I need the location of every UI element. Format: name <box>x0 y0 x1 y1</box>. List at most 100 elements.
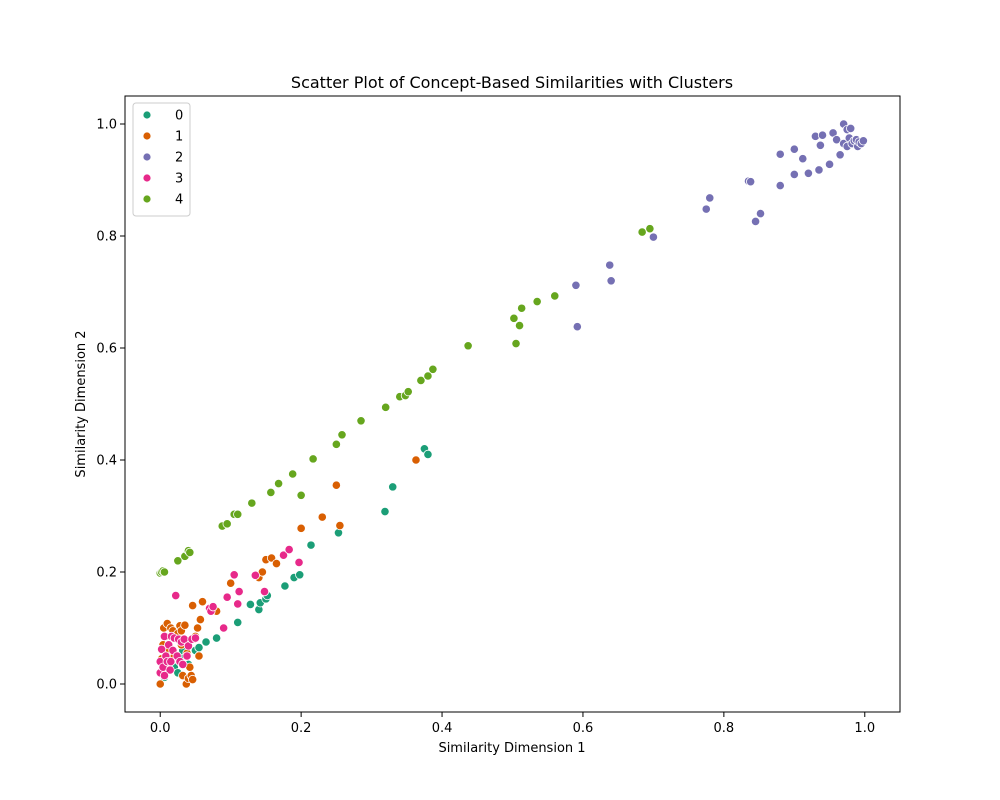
point-cluster-1 <box>188 600 198 611</box>
y-axis: 0.0 0.2 0.4 0.6 0.8 1.0 <box>96 118 125 693</box>
point-cluster-2 <box>835 150 845 160</box>
point-cluster-1 <box>226 578 236 588</box>
y-tick-label: 0.6 <box>96 342 117 357</box>
point-cluster-4 <box>173 556 183 566</box>
point-cluster-2 <box>789 144 799 154</box>
y-tick-label: 0.2 <box>96 566 117 581</box>
point-cluster-4 <box>381 402 391 412</box>
point-cluster-3 <box>284 544 294 555</box>
point-cluster-1 <box>296 523 306 533</box>
point-cluster-3 <box>171 590 181 601</box>
point-cluster-1 <box>197 597 208 607</box>
legend-box <box>132 102 191 217</box>
point-cluster-3 <box>208 602 218 612</box>
y-axis-title: Similarity Dimension 2 <box>74 330 89 477</box>
x-tick-label: 0.4 <box>432 721 453 736</box>
point-cluster-1 <box>192 623 203 633</box>
point-cluster-3 <box>278 550 289 560</box>
point-cluster-4 <box>185 547 195 558</box>
point-cluster-3 <box>157 644 167 654</box>
point-cluster-0 <box>295 570 305 580</box>
y-tick-label: 1.0 <box>96 118 117 133</box>
point-cluster-0 <box>245 599 256 610</box>
point-cluster-1 <box>271 558 282 569</box>
chart-title: Scatter Plot of Concept-Based Similariti… <box>291 73 733 92</box>
point-cluster-1 <box>335 520 345 531</box>
point-cluster-2 <box>775 149 785 159</box>
legend-marker-2 <box>142 152 152 162</box>
plot-frame <box>124 95 901 713</box>
point-cluster-2 <box>789 169 799 179</box>
point-cluster-3 <box>166 656 176 667</box>
point-cluster-4 <box>233 509 243 519</box>
point-cluster-2 <box>858 136 868 146</box>
legend-label-3: 3 <box>175 172 183 187</box>
point-cluster-3 <box>182 651 192 661</box>
x-tick-label: 1.0 <box>854 721 875 736</box>
point-cluster-2 <box>705 193 715 203</box>
legend-marker-0 <box>142 110 152 120</box>
legend-label-1: 1 <box>175 130 183 145</box>
point-cluster-2 <box>750 216 761 227</box>
point-cluster-2 <box>775 181 785 191</box>
point-cluster-2 <box>817 130 828 140</box>
point-cluster-2 <box>815 140 825 150</box>
point-cluster-4 <box>428 364 438 374</box>
point-cluster-4 <box>159 567 170 577</box>
point-cluster-4 <box>308 454 318 464</box>
point-cluster-3 <box>233 599 243 609</box>
point-cluster-4 <box>637 227 647 237</box>
y-tick-label: 0.8 <box>96 230 117 245</box>
point-cluster-0 <box>233 617 243 628</box>
point-cluster-3 <box>250 570 260 580</box>
legend-label-0: 0 <box>175 109 183 124</box>
point-cluster-2 <box>648 232 659 242</box>
point-cluster-1 <box>195 614 205 625</box>
point-cluster-4 <box>288 469 298 479</box>
point-cluster-0 <box>280 581 290 591</box>
point-cluster-1 <box>317 512 327 522</box>
point-cluster-4 <box>247 498 257 508</box>
point-cluster-0 <box>423 449 433 459</box>
point-cluster-0 <box>388 482 398 492</box>
point-cluster-2 <box>755 209 766 219</box>
point-cluster-4 <box>403 387 413 397</box>
point-cluster-1 <box>180 620 190 630</box>
legend-marker-4 <box>142 194 152 204</box>
point-cluster-2 <box>701 204 711 214</box>
x-tick-label: 0.6 <box>573 721 594 736</box>
x-tick-label: 0.0 <box>150 721 171 736</box>
point-cluster-4 <box>550 291 560 301</box>
point-cluster-4 <box>222 519 232 529</box>
legend-marker-1 <box>142 131 152 141</box>
point-cluster-4 <box>356 416 366 426</box>
point-cluster-2 <box>571 280 581 290</box>
legend: 0 1 2 3 4 <box>132 102 191 217</box>
legend-label-2: 2 <box>175 151 183 166</box>
point-cluster-0 <box>194 642 204 653</box>
legend-marker-3 <box>142 173 152 183</box>
point-cluster-4 <box>296 490 306 500</box>
point-cluster-3 <box>190 633 201 643</box>
legend-label-4: 4 <box>175 193 183 208</box>
point-cluster-1 <box>411 455 421 465</box>
x-tick-label: 0.2 <box>291 721 312 736</box>
point-cluster-2 <box>814 165 824 175</box>
point-cluster-4 <box>463 341 473 351</box>
point-cluster-2 <box>572 322 582 332</box>
point-cluster-4 <box>511 338 521 349</box>
y-tick-label: 0.0 <box>96 678 117 693</box>
point-cluster-3 <box>294 557 304 568</box>
x-axis: 0.0 0.2 0.4 0.6 0.8 1.0 <box>150 712 875 736</box>
point-cluster-2 <box>831 135 842 145</box>
y-tick-label: 0.4 <box>96 454 117 469</box>
point-cluster-2 <box>803 168 814 178</box>
x-tick-label: 0.8 <box>714 721 735 736</box>
point-cluster-4 <box>517 303 527 313</box>
point-cluster-1 <box>331 480 341 490</box>
point-cluster-1 <box>155 679 165 689</box>
point-cluster-3 <box>159 670 170 681</box>
point-cluster-4 <box>331 439 341 449</box>
point-cluster-3 <box>234 586 244 597</box>
